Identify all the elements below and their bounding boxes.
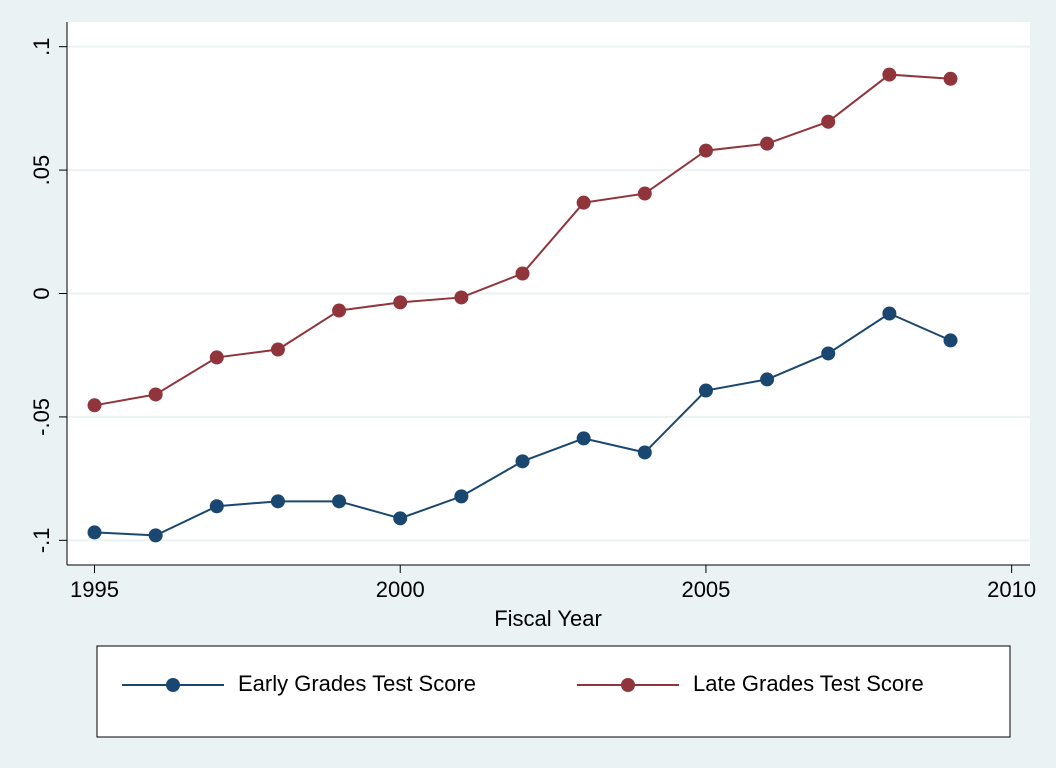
legend-label: Early Grades Test Score xyxy=(238,671,476,696)
data-point xyxy=(148,528,163,543)
data-point xyxy=(270,494,285,509)
data-point xyxy=(209,350,224,365)
data-point xyxy=(515,454,530,469)
x-tick-label: 2005 xyxy=(681,577,730,602)
data-point xyxy=(637,186,652,201)
data-point xyxy=(698,143,713,158)
data-point xyxy=(515,266,530,281)
data-point xyxy=(148,387,163,402)
legend-marker xyxy=(166,678,180,692)
data-point xyxy=(454,489,469,504)
data-point xyxy=(637,445,652,460)
data-point xyxy=(821,114,836,129)
x-tick-label: 2000 xyxy=(376,577,425,602)
data-point xyxy=(393,295,408,310)
y-tick-label: .05 xyxy=(29,155,54,186)
y-tick-label: .1 xyxy=(29,38,54,56)
y-tick-label: -.05 xyxy=(29,398,54,436)
x-axis-label: Fiscal Year xyxy=(494,606,602,631)
y-tick-label: 0 xyxy=(29,287,54,299)
data-point xyxy=(209,499,224,514)
data-point xyxy=(698,383,713,398)
data-point xyxy=(454,290,469,305)
legend-label: Late Grades Test Score xyxy=(693,671,924,696)
data-point xyxy=(332,303,347,318)
legend-marker xyxy=(621,678,635,692)
data-point xyxy=(943,71,958,86)
data-point xyxy=(760,136,775,151)
legend xyxy=(96,645,1011,738)
x-tick-label: 1995 xyxy=(70,577,119,602)
data-point xyxy=(576,431,591,446)
data-point xyxy=(87,525,102,540)
data-point xyxy=(332,494,347,509)
data-point xyxy=(821,346,836,361)
data-point xyxy=(943,333,958,348)
data-point xyxy=(882,67,897,82)
data-point xyxy=(270,342,285,357)
data-point xyxy=(576,195,591,210)
x-tick-label: 2010 xyxy=(987,577,1036,602)
data-point xyxy=(760,372,775,387)
data-point xyxy=(87,398,102,413)
data-point xyxy=(393,511,408,526)
y-tick-label: -.1 xyxy=(29,527,54,553)
data-point xyxy=(882,306,897,321)
